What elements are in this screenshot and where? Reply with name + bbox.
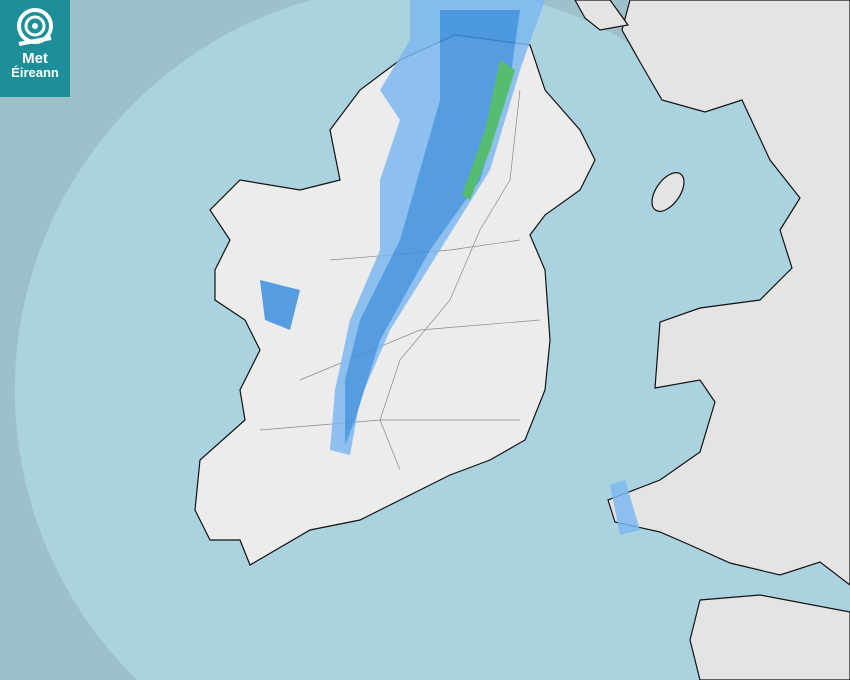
spiral-logo-icon [17,8,53,46]
rain-band [260,0,640,535]
met-eireann-logo: Met Éireann [0,0,70,97]
logo-text-eireann: Éireann [11,65,59,80]
great-britain [574,0,850,680]
logo-text-met: Met [22,50,48,67]
